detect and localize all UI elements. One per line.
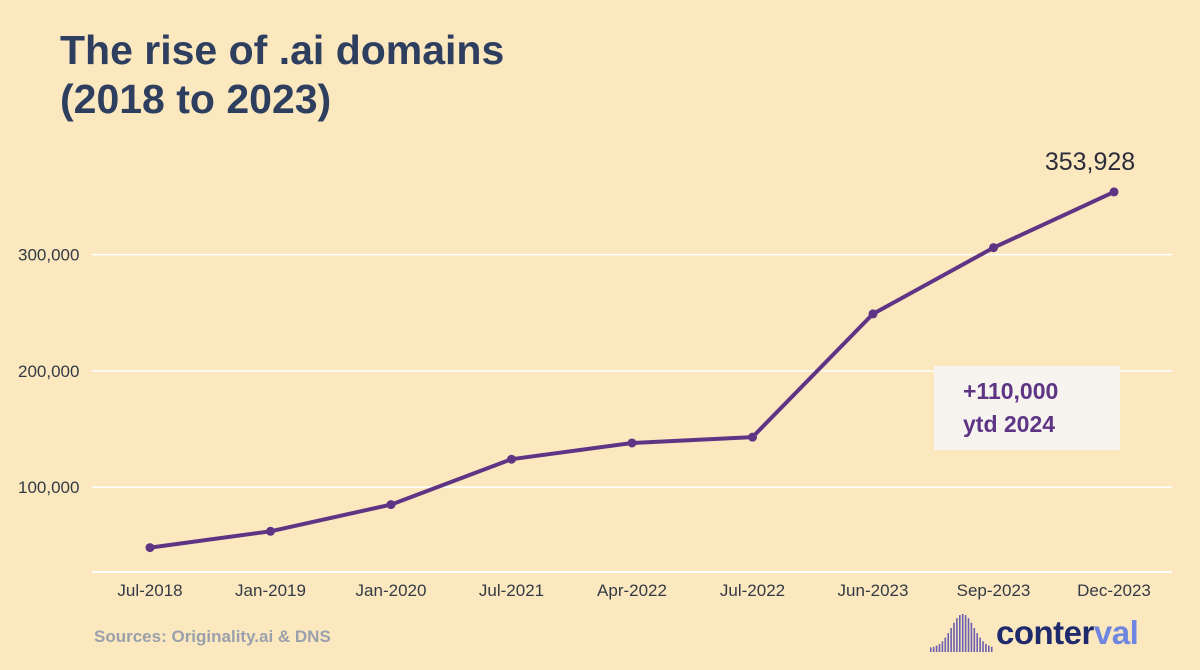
data-point [266, 526, 275, 536]
logo-bar [990, 646, 993, 652]
x-tick-labels: Jul-2018 Jan-2019 Jan-2020 Jul-2021 Apr-2022… [117, 581, 1150, 600]
data-point [868, 309, 878, 319]
x-tick-label: Jul-2021 [479, 581, 544, 600]
logo-bar [947, 633, 949, 652]
logo-bar [930, 647, 932, 652]
logo-bar [950, 627, 952, 652]
logo-bar [956, 618, 958, 652]
x-tick-label: Dec-2023 [1077, 581, 1151, 600]
x-tick-label: Jul-2018 [117, 581, 182, 600]
logo-bar [964, 615, 967, 652]
data-point [145, 543, 155, 553]
logo-bar [985, 643, 987, 652]
x-tick-label: Jul-2022 [720, 581, 785, 600]
logo-bar [973, 627, 976, 652]
x-tick-label: Jan-2020 [356, 581, 427, 600]
logo-bar [938, 643, 941, 652]
annotation-box: +110,000 ytd 2024 [934, 366, 1120, 450]
annotation-background [934, 366, 1120, 450]
annotation-line-1: +110,000 [963, 378, 1058, 404]
logo-bar [932, 646, 935, 652]
data-point [1109, 187, 1119, 197]
logo-bar [970, 622, 973, 652]
chart-title-line-1: The rise of .ai domains [60, 27, 505, 73]
chart-title: The rise of .ai domains (2018 to 2023) [60, 26, 504, 124]
conterval-logo: conterval [928, 612, 1148, 656]
annotation-line-2: ytd 2024 [963, 411, 1055, 437]
x-tick-label: Jan-2019 [235, 581, 306, 600]
logo-bar [941, 641, 944, 652]
x-tick-label: Apr-2022 [597, 581, 667, 600]
logo-bar [988, 645, 990, 652]
logo-bar [953, 622, 955, 652]
logo-bar [961, 614, 964, 652]
logo-bar [944, 637, 947, 652]
data-point [627, 438, 637, 448]
data-point [989, 243, 998, 253]
x-tick-label: Sep-2023 [957, 581, 1031, 600]
end-value-label: 353,928 [1045, 148, 1135, 176]
logo-bar [959, 615, 961, 652]
source-note: Sources: Originality.ai & DNS [94, 627, 331, 646]
logo-bar [976, 633, 978, 652]
y-tick-label: 200,000 [18, 362, 79, 381]
wave-bars-icon [930, 614, 993, 652]
logo-text-main: conter [996, 614, 1094, 651]
data-point [507, 454, 516, 464]
logo-bar [935, 645, 938, 652]
logo-bar [979, 637, 981, 652]
y-tick-label: 100,000 [18, 478, 79, 497]
data-points [145, 187, 1119, 553]
data-point [748, 432, 757, 442]
logo-text-accent: val [1093, 614, 1139, 651]
y-tick-label: 300,000 [18, 246, 79, 265]
data-point [386, 500, 396, 510]
chart-title-line-2: (2018 to 2023) [60, 76, 332, 122]
logo-bar [967, 618, 970, 652]
logo-bar [982, 641, 984, 652]
y-tick-labels: 100,000 200,000 300,000 [18, 246, 79, 498]
logo-text: conterval [996, 614, 1139, 652]
x-tick-label: Jun-2023 [838, 581, 909, 600]
